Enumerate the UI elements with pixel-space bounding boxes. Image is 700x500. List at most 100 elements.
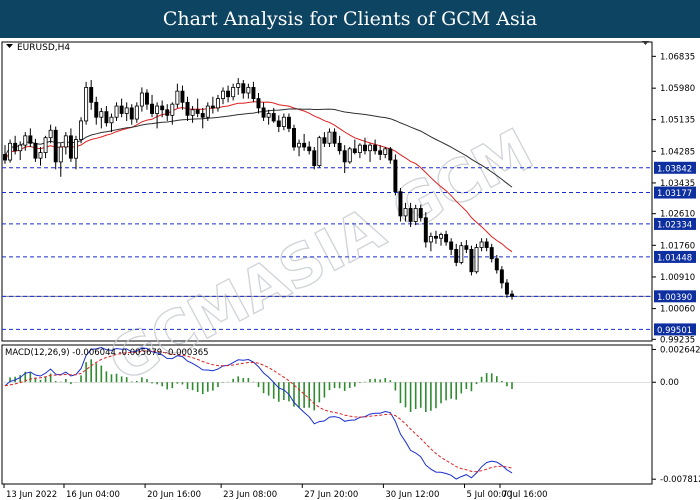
candle-body [327,131,332,144]
candle-body [479,241,484,248]
candle-body [266,113,271,118]
candle-body [3,154,7,161]
price-panel [1,41,653,342]
candle-body [459,245,464,263]
candle-body [43,137,48,153]
candle-body [13,142,18,152]
candle-body [215,98,220,109]
candle-body [388,148,393,161]
candle-body [393,159,398,193]
candle-body [398,191,403,217]
candle-body [408,208,413,222]
candle-body [23,135,28,146]
time-tick-label: 16 Jun 04:00 [66,490,120,500]
candle-body [241,83,246,94]
candle-body [352,148,357,153]
candle-body [124,107,129,114]
candle-body [210,105,215,109]
candle-body [261,107,266,118]
candle-body [383,148,388,155]
candle-body [195,109,200,114]
candle-body [231,87,236,98]
candle-body [119,105,124,114]
candle-body [144,92,149,105]
candle-body [139,92,144,107]
candle-body [28,135,33,144]
candle-body [79,120,84,140]
candle-body [433,235,438,239]
price-tick-label: 0.99235 [660,335,695,345]
candle-body [190,109,195,116]
candle-body [362,144,367,152]
candle-body [489,247,494,260]
candle-body [8,142,13,161]
candle-body [281,116,286,127]
time-tick-label: 20 Jun 16:00 [147,490,201,500]
time-tick-label: 5 Jul 00:00 [467,490,513,500]
candle-body [89,87,94,103]
candle-body [297,142,302,148]
candle-body [271,113,276,122]
price-tick-label: 1.06835 [660,52,695,62]
candle-body [454,249,459,263]
candle-body [99,111,104,118]
chart-area: GCMASIA GCM MACD(12,26,9) -0.006044 -0.0… [1,41,700,500]
candle-body [332,131,337,144]
shift-marker-icon [642,41,649,45]
candle-body [129,107,134,120]
candle-body [322,137,327,144]
candle-body [423,217,428,243]
price-tick-label: 1.03435 [660,179,695,189]
candle-body [170,103,175,116]
candle-body [251,87,256,99]
candle-body [317,137,322,167]
candle-body [226,90,231,98]
candle-body [504,282,509,295]
candle-body [114,105,119,118]
candle-body [337,142,342,152]
candle-body [200,113,205,118]
macd-signal-line [4,350,513,473]
candle-body [413,208,418,222]
candle-body [378,150,383,155]
price-tick-label: 1.00910 [660,273,695,283]
candle-body [109,116,114,124]
candle-body [307,146,312,152]
level-label: 0.99501 [657,326,692,336]
candle-body [418,208,423,219]
candle-body [474,247,479,273]
candle-body [53,129,58,163]
time-tick-label: 27 Jun 20:00 [304,490,358,500]
candle-body [94,101,99,118]
time-tick-label: 7 Jul 16:00 [502,490,548,500]
candle-body [84,87,89,122]
candle-body [428,235,433,243]
price-tick-label: 1.05135 [660,116,695,126]
candle-body [38,152,43,159]
candle-body [484,241,489,248]
macd-tick-label: 0.002642 [660,345,700,355]
candle-body [449,241,454,250]
level-label: 1.03842 [657,164,692,174]
candle-body [347,148,352,163]
candle-body [292,127,296,148]
candle-body [510,293,514,297]
candle-body [494,258,499,271]
symbol-label: EURUSD,H4 [17,43,70,53]
candle-body [175,90,180,105]
macd-label: MACD(12,26,9) -0.006044 -0.005679 -0.000… [5,348,209,358]
candle-body [357,144,362,153]
macd-line [4,346,513,480]
candle-body [286,116,291,129]
candle-body [469,249,474,273]
candle-body [104,111,109,124]
candle-body [444,234,449,243]
level-label-box [654,323,696,336]
time-tick-label: 13 Jun 2022 [6,490,57,500]
candle-body [246,87,251,94]
macd-tick-label: 0.00 [660,378,679,388]
dropdown-arrow-icon [6,44,13,48]
level-label-box [654,290,696,303]
candle-body [439,234,443,239]
candle-body [302,142,307,148]
